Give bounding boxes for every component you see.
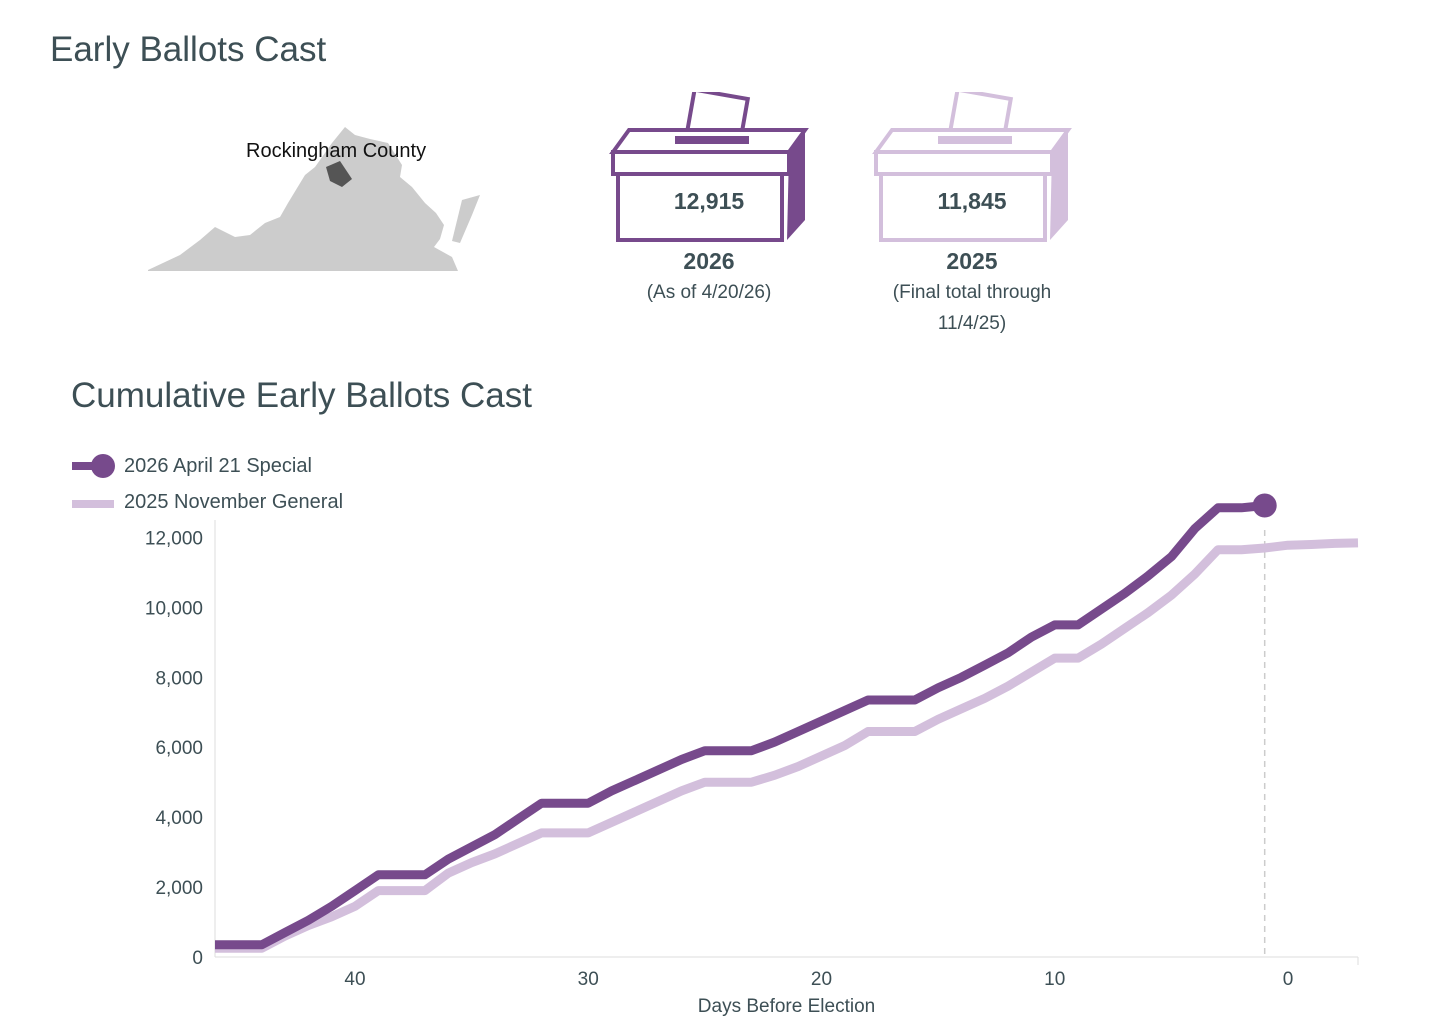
legend-label-2026: 2026 April 21 Special: [124, 454, 312, 477]
ballot-box-2025-drawing: [872, 92, 1072, 242]
chart-legend: 2026 April 21 Special 2025 November Gene…: [70, 448, 343, 520]
ballot-box-2026: 12,915 2026 (As of 4/20/26): [589, 92, 829, 308]
series-line-2026: [215, 501, 1266, 950]
legend-swatch-2026: [72, 454, 115, 478]
y-tick-label: 2,000: [155, 878, 203, 899]
legend-label-2025: 2025 November General: [124, 490, 344, 513]
ballot-note-2026: (As of 4/20/26): [646, 282, 772, 303]
page-title: Early Ballots Cast: [50, 30, 327, 69]
y-tick-label: 8,000: [155, 668, 203, 689]
ballot-year-2026: 2026: [683, 248, 735, 274]
ballot-box-2026-drawing: [609, 92, 809, 242]
ballot-count-2025: 11,845: [937, 188, 1007, 214]
y-tick-label: 4,000: [155, 808, 203, 829]
ballot-count-2026: 12,915: [673, 188, 745, 214]
state-shape: [148, 127, 458, 271]
legend-item-2026: 2026 April 21 Special: [70, 448, 343, 484]
county-shape: [326, 161, 352, 187]
x-tick-label: 40: [344, 969, 365, 990]
ballot-box-icon: [872, 92, 1072, 242]
eastern-shore-shape: [452, 195, 480, 243]
ballot-box-2025: 11,845 2025 (Final total through 11/4/25…: [852, 92, 1092, 339]
y-tick-label: 12,000: [145, 528, 203, 549]
chart-title: Cumulative Early Ballots Cast: [71, 376, 532, 415]
virginia-map: Rockingham County: [140, 115, 490, 285]
x-tick-label: 30: [578, 969, 599, 990]
series-end-marker-2026: [1252, 493, 1277, 518]
y-tick-label: 6,000: [155, 738, 203, 759]
state-map-icon: [148, 127, 480, 271]
county-label: Rockingham County: [246, 140, 427, 162]
x-tick-label: 10: [1044, 969, 1065, 990]
x-axis-label: Days Before Election: [698, 996, 875, 1017]
x-tick-label: 20: [811, 969, 832, 990]
x-tick-label: 0: [1283, 969, 1294, 990]
legend-item-2025: 2025 November General: [70, 484, 343, 520]
series-line-2025: [215, 538, 1359, 953]
y-tick-label: 0: [192, 948, 203, 969]
y-tick-label: 10,000: [145, 598, 203, 619]
ballot-box-icon: [609, 92, 809, 242]
ballot-note-2025: (Final total through 11/4/25): [892, 282, 1052, 334]
legend-swatch-2025: [72, 500, 114, 508]
ballot-year-2025: 2025: [946, 248, 998, 274]
